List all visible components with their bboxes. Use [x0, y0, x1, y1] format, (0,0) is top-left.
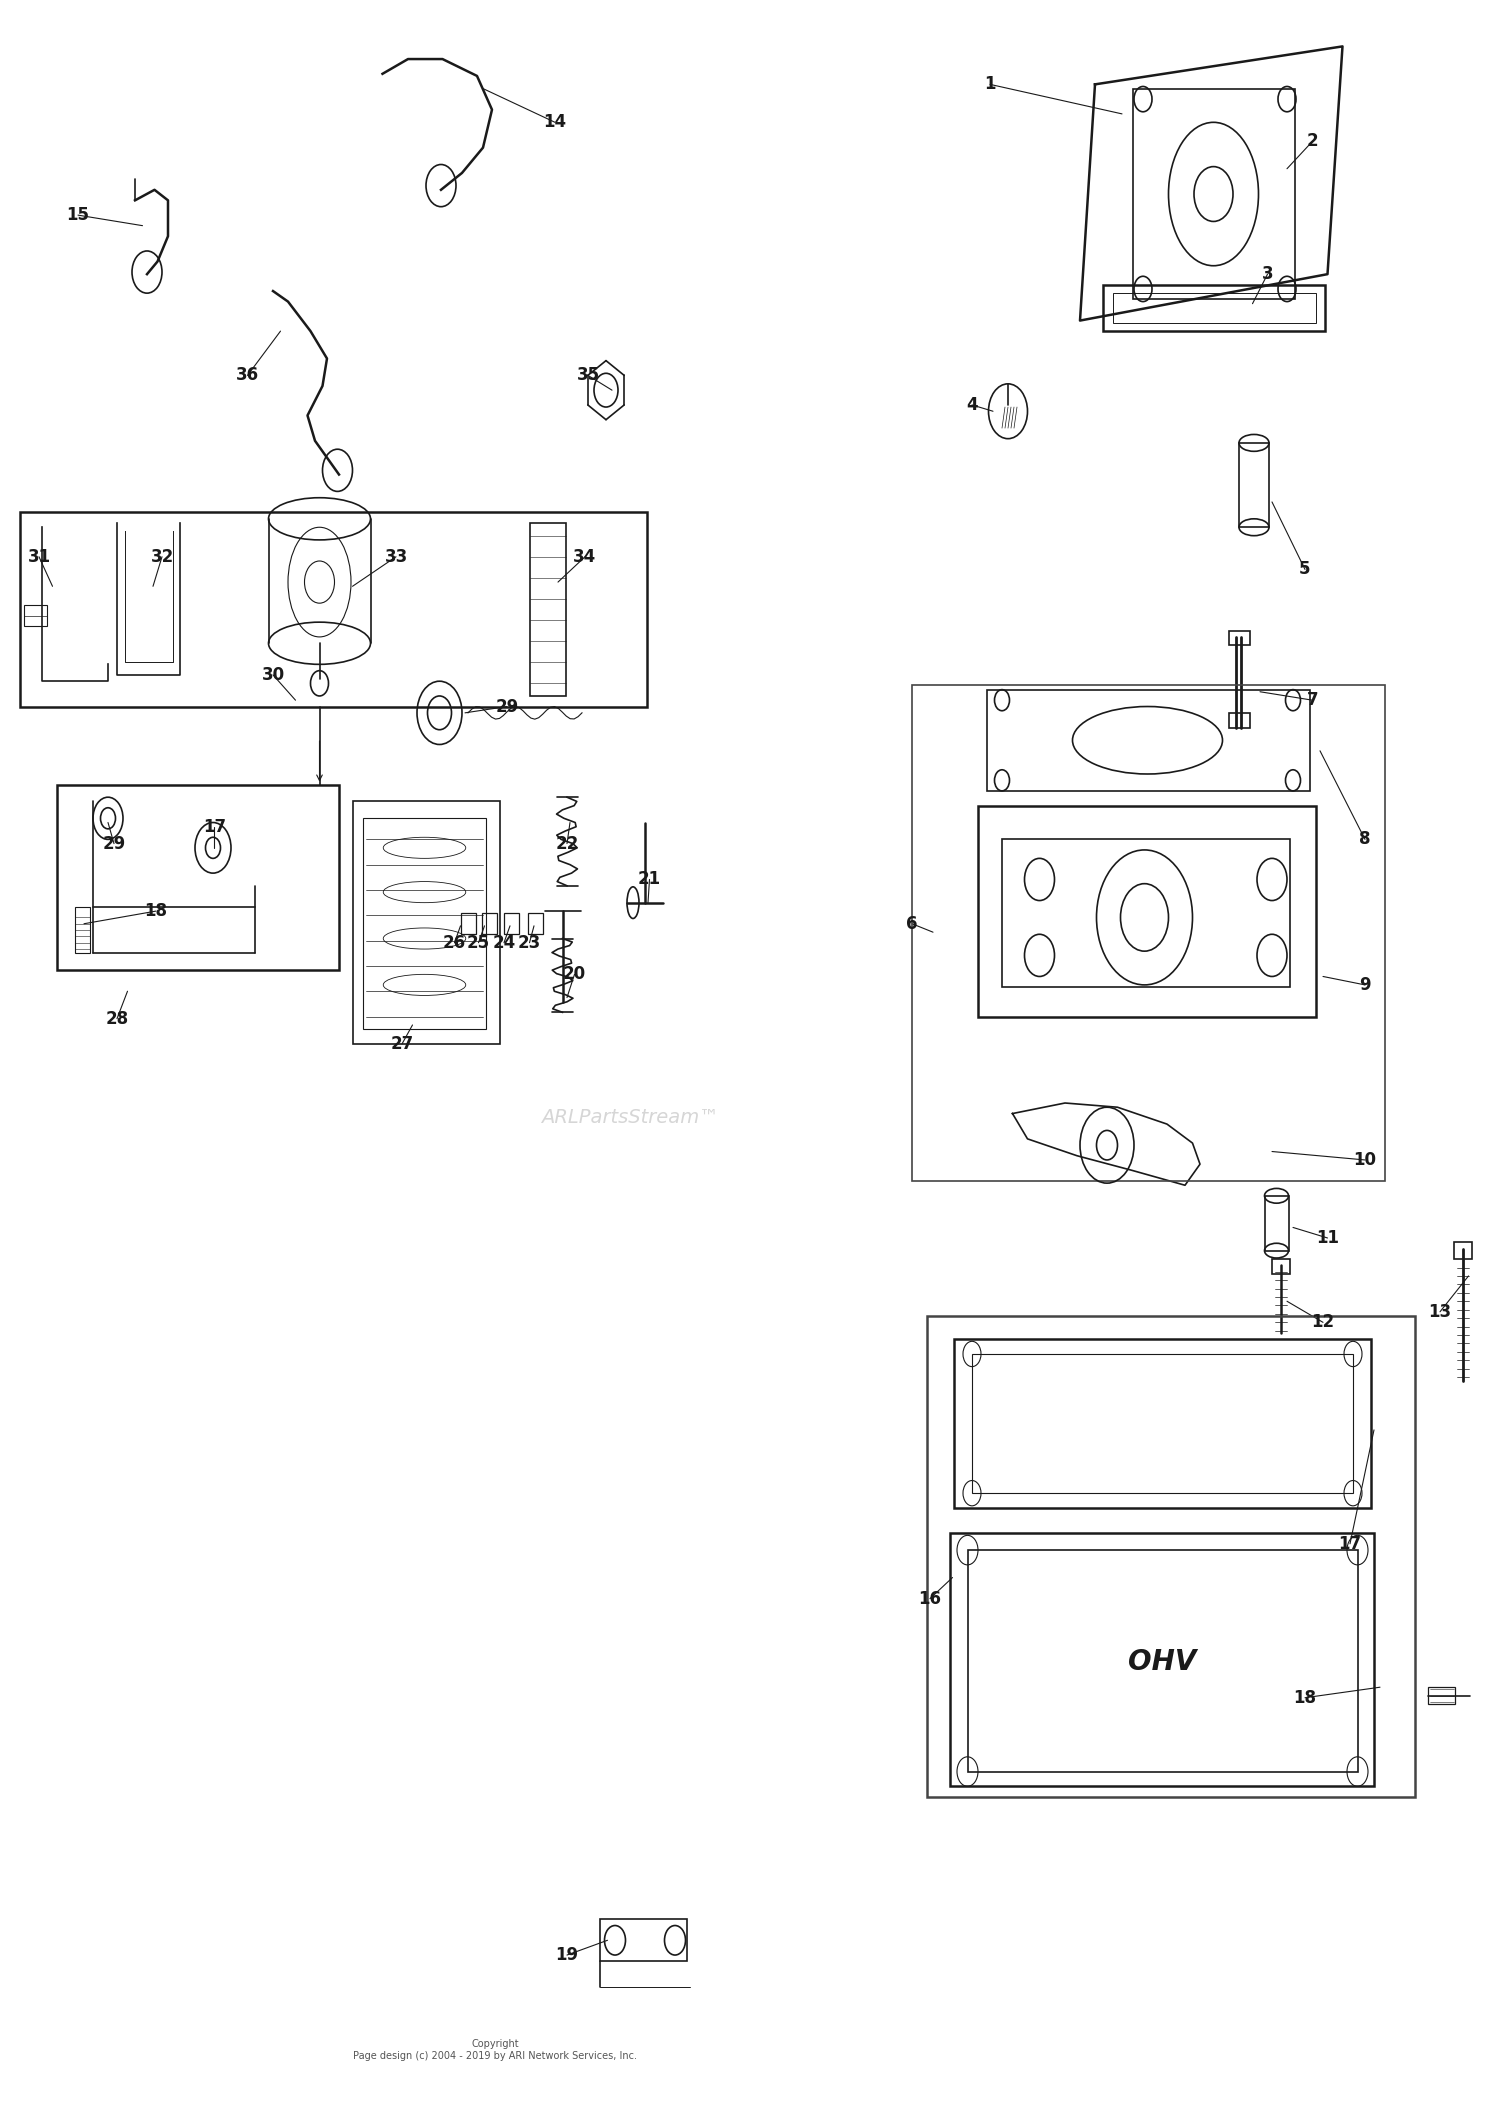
Text: 35: 35	[576, 367, 600, 384]
Bar	[1239, 443, 1269, 527]
Text: 4: 4	[966, 396, 978, 413]
Text: 7: 7	[1306, 692, 1318, 709]
Bar	[20, 512, 646, 707]
Text: 14: 14	[543, 114, 567, 131]
Text: 17: 17	[202, 818, 226, 835]
Bar	[1113, 293, 1316, 323]
Text: 28: 28	[105, 1010, 129, 1027]
Bar	[57, 785, 339, 970]
Bar	[460, 913, 476, 934]
Bar	[1428, 1687, 1455, 1704]
Text: 6: 6	[906, 915, 918, 932]
Bar	[1454, 1242, 1472, 1259]
Bar	[972, 1354, 1353, 1493]
Text: 11: 11	[1316, 1230, 1340, 1246]
Bar	[24, 605, 46, 626]
Text: 30: 30	[261, 666, 285, 683]
Text: 18: 18	[1293, 1689, 1317, 1706]
Text: 22: 22	[555, 835, 579, 852]
Bar	[950, 1533, 1374, 1786]
Text: 24: 24	[492, 934, 516, 951]
Bar	[1228, 713, 1250, 728]
Text: ARLPartsStream™: ARLPartsStream™	[542, 1107, 718, 1128]
Bar	[912, 685, 1384, 1181]
Text: 15: 15	[66, 207, 90, 224]
Text: 31: 31	[27, 548, 51, 565]
Bar	[363, 818, 486, 1029]
Text: 23: 23	[518, 934, 542, 951]
Bar	[987, 690, 1310, 791]
Bar	[1002, 839, 1290, 987]
Text: 34: 34	[573, 548, 597, 565]
Text: 2: 2	[1306, 133, 1318, 150]
Text: 10: 10	[1353, 1152, 1377, 1168]
Bar	[352, 801, 500, 1044]
Bar	[927, 1316, 1414, 1797]
Text: 27: 27	[390, 1036, 414, 1052]
Text: 26: 26	[442, 934, 466, 951]
Bar	[1228, 631, 1250, 645]
Bar	[1264, 1196, 1288, 1251]
Text: 20: 20	[562, 966, 586, 983]
Text: 21: 21	[638, 871, 662, 888]
Bar	[954, 1339, 1371, 1508]
Text: OHV: OHV	[1128, 1647, 1197, 1677]
Bar	[600, 1919, 687, 1961]
Text: 19: 19	[555, 1947, 579, 1963]
Text: Copyright
Page design (c) 2004 - 2019 by ARI Network Services, Inc.: Copyright Page design (c) 2004 - 2019 by…	[352, 2039, 638, 2060]
Text: 16: 16	[918, 1590, 942, 1607]
Text: 1: 1	[984, 76, 996, 93]
Text: 13: 13	[1428, 1303, 1452, 1320]
Text: 33: 33	[384, 548, 408, 565]
Text: 8: 8	[1359, 831, 1371, 848]
Bar	[978, 806, 1316, 1017]
Text: 9: 9	[1359, 976, 1371, 993]
Bar	[482, 913, 496, 934]
Text: 12: 12	[1311, 1314, 1335, 1331]
Text: 5: 5	[1299, 561, 1311, 578]
Bar	[530, 523, 566, 696]
Text: 3: 3	[1262, 266, 1274, 283]
Bar	[1132, 89, 1294, 299]
Text: 25: 25	[466, 934, 490, 951]
Bar	[75, 907, 90, 953]
Text: 17: 17	[1338, 1535, 1362, 1552]
Bar	[968, 1550, 1358, 1772]
Text: 29: 29	[102, 835, 126, 852]
Bar	[1272, 1259, 1290, 1274]
Bar	[528, 913, 543, 934]
Bar	[504, 913, 519, 934]
Text: 32: 32	[150, 548, 174, 565]
Text: 36: 36	[236, 367, 260, 384]
Text: 29: 29	[495, 698, 519, 715]
Text: 18: 18	[144, 903, 168, 920]
Bar	[1102, 285, 1324, 331]
